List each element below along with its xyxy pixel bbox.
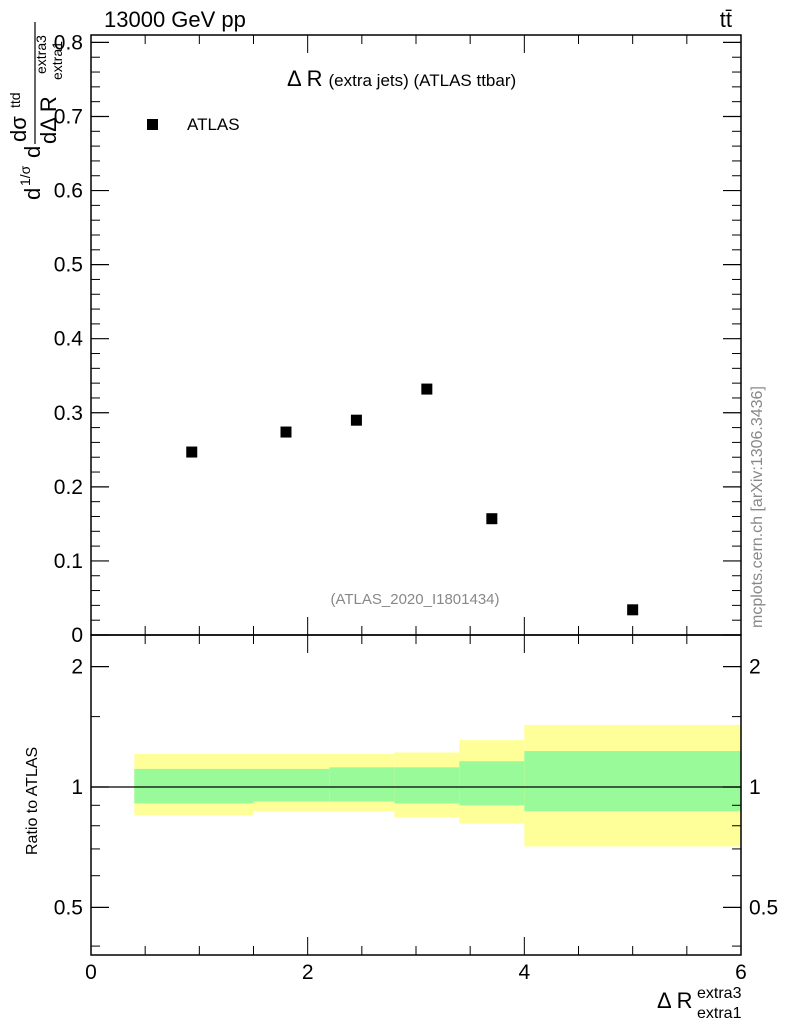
y-tick-label: 0.6 (54, 180, 83, 203)
ratio-inner-band (524, 751, 741, 812)
ratio-y-tick-label-right: 0.5 (749, 896, 778, 919)
y-tick-label: 0.1 (54, 550, 83, 573)
x-axis-label: Δ R extra3 extra1 (657, 985, 742, 1022)
data-point (280, 426, 292, 438)
y-label-d: d (20, 146, 45, 158)
y-tick-label: 0.7 (54, 105, 83, 128)
header-energy-label: 13000 GeV pp (104, 7, 246, 32)
y-label-numerator: dσ (6, 116, 31, 142)
main-axis-ticks: 0 0.1 0.2 0.3 0.4 0.5 0.6 0.7 0.8 (54, 31, 742, 647)
y-label-fraction: 1/σ (17, 165, 33, 186)
y-tick-label: 0.4 (54, 328, 84, 351)
y-tick-label: 0.3 (54, 402, 83, 425)
ratio-y-tick-label: 2 (71, 656, 83, 679)
side-credit: mcplots.cern.ch [arXiv:1306.3436] (749, 386, 766, 628)
y-label-denominator-sub: extra1 (49, 41, 65, 80)
x-label-main: Δ R (657, 988, 692, 1013)
data-point (627, 604, 639, 616)
x-tick-label: 6 (735, 961, 747, 984)
data-point (486, 513, 498, 525)
ratio-inner-band (253, 768, 330, 802)
data-point (421, 383, 433, 395)
y-tick-label: 0.2 (54, 476, 83, 499)
ratio-axis-ticks: 0.5 0.5 1 1 2 2 0 2 4 6 (54, 635, 778, 984)
data-point (186, 446, 198, 458)
header-process-label: tt̄ (720, 7, 732, 32)
y-tick-label: 0 (71, 624, 83, 647)
plot-title-main: Δ R (287, 66, 322, 91)
plot-title: Δ R (extra jets) (ATLAS ttbar) (287, 66, 516, 91)
y-label-numerator-sub: ttd (7, 92, 23, 108)
ratio-inner-band (134, 768, 254, 804)
analysis-watermark: (ATLAS_2020_I1801434) (330, 591, 499, 608)
x-tick-label: 0 (85, 961, 97, 984)
y-tick-label: 0.5 (54, 254, 83, 277)
ratio-inner-band (459, 761, 525, 806)
plot-title-small: (extra jets) (ATLAS ttbar) (328, 71, 516, 90)
ratio-inner-band (329, 767, 395, 802)
x-label-sup: extra3 (697, 985, 742, 1002)
y-label-denominator-sup: extra3 (33, 35, 49, 74)
main-data-points (186, 383, 639, 616)
y-label-prefix: d (20, 188, 45, 200)
ratio-y-tick-label: 0.5 (54, 896, 83, 919)
y-tick-label: 0.8 (54, 31, 83, 54)
ratio-y-tick-label-right: 2 (749, 656, 761, 679)
ratio-y-tick-label: 1 (71, 776, 83, 799)
ratio-y-axis-label: Ratio to ATLAS (24, 747, 41, 855)
ratio-inner-band (394, 767, 460, 804)
x-tick-label: 4 (518, 961, 530, 984)
y-label-denominator: dΔ R (36, 96, 61, 144)
legend-label-atlas: ATLAS (187, 115, 240, 134)
data-point (350, 414, 362, 426)
ratio-uncertainty-bands (134, 724, 741, 847)
legend-marker (147, 119, 158, 130)
x-label-sub: extra1 (697, 1005, 742, 1022)
main-y-axis-label: d 1/σ d dσ ttd dΔ R extra1 extra3 (6, 22, 65, 200)
ratio-y-tick-label-right: 1 (749, 776, 761, 799)
x-tick-label: 2 (302, 961, 314, 984)
